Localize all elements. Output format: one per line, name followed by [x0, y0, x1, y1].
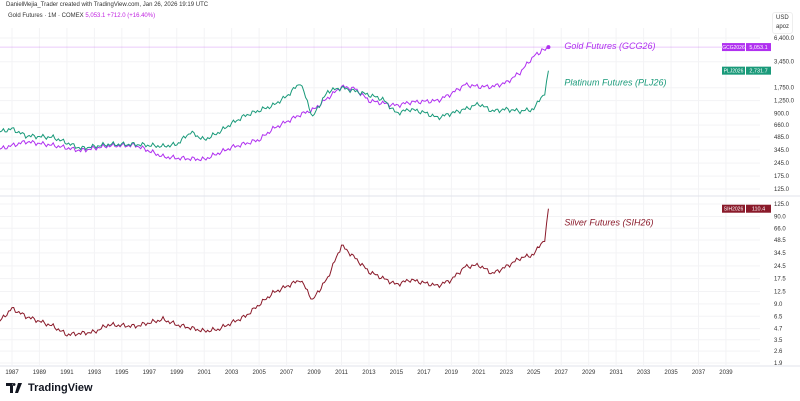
series-label: Platinum Futures (PLJ26): [564, 78, 666, 88]
price-tag-value: [746, 43, 771, 52]
y-tick-label: 2.6: [774, 349, 783, 355]
y-tick-label: 9.0: [774, 302, 783, 308]
y-tick-label: 3.5: [774, 338, 783, 344]
y-tick-label: 17.5: [774, 277, 786, 283]
x-tick-label: 2003: [225, 370, 239, 376]
x-tick-label: 2011: [335, 370, 349, 376]
x-tick-label: 2029: [582, 370, 596, 376]
price-tag-symbol: [722, 204, 745, 213]
series-line: [0, 70, 549, 151]
series-label: Silver Futures (SIH26): [564, 218, 653, 228]
scale-settings[interactable]: USD apoz: [772, 12, 794, 34]
x-tick-label: 1999: [170, 370, 184, 376]
y-tick-label: 66.0: [774, 226, 786, 232]
y-tick-label: 125.0: [774, 202, 790, 208]
y-tick-label: 6,400.0: [774, 36, 795, 42]
y-tick-label: 1,750.0: [774, 86, 795, 92]
tradingview-logo[interactable]: TradingView: [6, 382, 93, 394]
y-tick-label: 3,450.0: [774, 60, 795, 66]
x-tick-label: 2033: [637, 370, 651, 376]
price-tag-symbol: [722, 66, 745, 75]
y-tick-label: 12.5: [774, 289, 786, 295]
price-tag-symbol-text: SIH2026: [724, 207, 744, 213]
y-tick-label: 1.9: [774, 361, 783, 367]
price-tag-value: [746, 66, 771, 75]
logo-text: TradingView: [28, 382, 93, 394]
x-tick-label: 2031: [609, 370, 623, 376]
y-tick-label: 6.5: [774, 314, 783, 320]
series-line: [0, 208, 549, 337]
y-tick-label: 345.0: [774, 148, 790, 154]
symbol-legend[interactable]: Gold Futures · 1M · COMEX 5,053.1 +712.0…: [8, 13, 155, 19]
price-tag-symbol: [722, 43, 745, 52]
x-tick-label: 2027: [555, 370, 569, 376]
x-tick-label: 2039: [719, 370, 733, 376]
x-tick-label: 2017: [417, 370, 431, 376]
y-tick-label: 245.0: [774, 161, 790, 167]
x-tick-label: 1987: [5, 370, 19, 376]
y-tick-label: 34.5: [774, 251, 786, 257]
x-tick-label: 1991: [60, 370, 74, 376]
currency-label: USD: [776, 15, 789, 21]
y-tick-label: 4.7: [774, 327, 783, 333]
x-tick-label: 2001: [198, 370, 212, 376]
tradingview-logo-icon: [6, 383, 22, 393]
x-tick-label: 2025: [527, 370, 541, 376]
x-tick-label: 1995: [115, 370, 129, 376]
price-tag-value-text: 110.4: [752, 207, 765, 213]
price-tag-symbol-text: GCG2026: [722, 45, 745, 51]
x-tick-label: 1993: [88, 370, 102, 376]
y-tick-label: 900.0: [774, 111, 790, 117]
x-tick-label: 1997: [143, 370, 157, 376]
series-line: [0, 46, 549, 162]
y-tick-label: 24.5: [774, 264, 786, 270]
x-tick-label: 2021: [472, 370, 486, 376]
x-tick-label: 2023: [500, 370, 514, 376]
symbol-name: Gold Futures · 1M · COMEX: [8, 13, 84, 19]
y-tick-label: 660.0: [774, 123, 790, 129]
y-tick-label: 125.0: [774, 187, 790, 193]
x-tick-label: 2009: [307, 370, 321, 376]
x-tick-label: 2015: [390, 370, 404, 376]
scale-mode-label: apoz: [776, 24, 790, 30]
y-tick-label: 48.5: [774, 238, 786, 244]
change-value: +712.0 (+16.40%): [107, 13, 156, 19]
y-tick-label: 1,250.0: [774, 99, 795, 105]
y-tick-label: 485.0: [774, 135, 790, 141]
y-tick-label: 90.0: [774, 214, 786, 220]
series-label: Gold Futures (GCG26): [564, 41, 655, 51]
x-tick-label: 2005: [252, 370, 266, 376]
last-point: [546, 45, 551, 50]
price-tag-value-text: 2,731.7: [749, 69, 767, 75]
last-value: 5,053.1: [85, 13, 106, 19]
x-tick-label: 2019: [445, 370, 459, 376]
price-tag-symbol-text: PLJ2026: [724, 69, 744, 75]
x-tick-label: 2037: [692, 370, 706, 376]
price-tag-value-text: 5,053.1: [749, 45, 767, 51]
credit-text: DanielMejia_Trader created with TradingV…: [6, 2, 209, 8]
x-tick-label: 2007: [280, 370, 294, 376]
x-tick-label: 2035: [664, 370, 678, 376]
x-tick-label: 2013: [362, 370, 376, 376]
y-tick-label: 175.0: [774, 174, 790, 180]
price-tag-value: [746, 204, 771, 213]
x-tick-label: 1989: [33, 370, 47, 376]
